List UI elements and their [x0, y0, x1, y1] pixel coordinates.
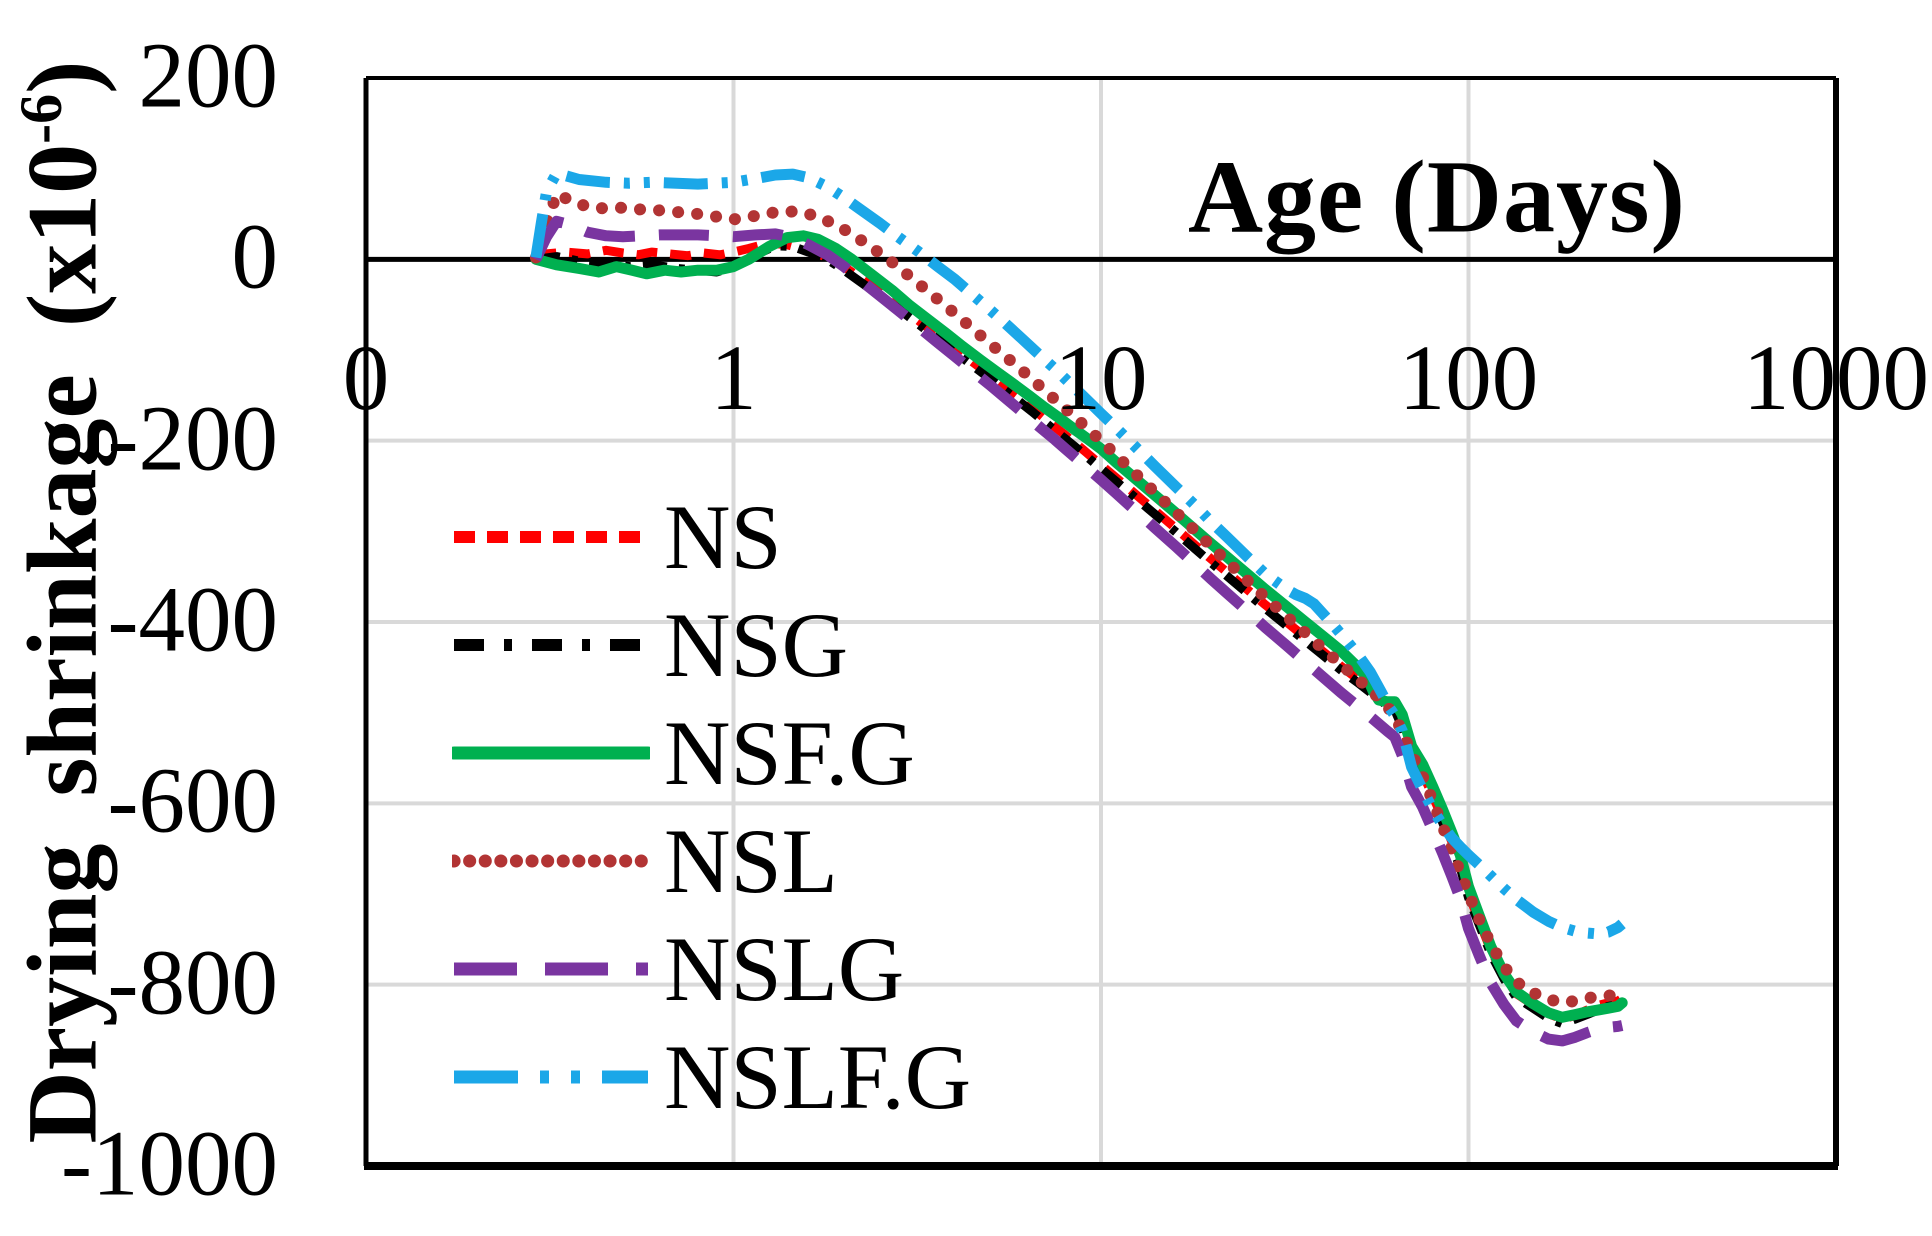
series-line-NSLF.G: [530, 167, 1626, 940]
x-tick-label: 0: [342, 327, 390, 430]
legend-label: NSL: [664, 810, 838, 912]
series-line-NSL: [529, 188, 1629, 1009]
x-axis-title: Age (Days): [1187, 139, 1687, 255]
legend-item-NSF.G: NSF.G: [452, 699, 971, 807]
y-tick-label: -200: [107, 387, 278, 491]
legend-line-sample: [454, 1070, 648, 1084]
y-tick-label: -800: [107, 931, 278, 1035]
legend-item-NSG: NSG: [452, 591, 971, 699]
legend-label: NSLG: [664, 918, 905, 1020]
y-tick-label: -1000: [61, 1112, 278, 1216]
legend-item-NSL: NSL: [452, 807, 971, 915]
x-tick-label: 1: [710, 327, 757, 430]
legend: NS NSG NSF.G NSL NSLG NSLF.G: [452, 483, 971, 1131]
legend-label: NSF.G: [664, 702, 915, 804]
legend-line-sample: [454, 962, 648, 976]
legend-line-sample: [454, 639, 648, 651]
legend-label: NS: [664, 486, 782, 588]
series-line-NSG: [535, 241, 1624, 1029]
legend-line-sample: [452, 746, 650, 760]
x-tick-label: 100: [1398, 327, 1539, 430]
legend-item-NS: NS: [452, 483, 971, 591]
y-tick-label: 200: [138, 24, 279, 128]
y-tick-label: -600: [107, 749, 278, 853]
series-line-NSLG: [530, 215, 1624, 1047]
x-tick-label: 10: [1054, 327, 1148, 430]
legend-line-sample: [454, 531, 648, 543]
x-tick-label: 1000: [1743, 327, 1929, 430]
y-tick-label: 0: [231, 205, 279, 309]
legend-label: NSLF.G: [664, 1026, 972, 1128]
legend-item-NSLG: NSLG: [452, 915, 971, 1023]
y-tick-label: -400: [107, 568, 278, 672]
legend-item-NSLF.G: NSLF.G: [452, 1023, 971, 1131]
legend-label: NSG: [664, 594, 849, 696]
legend-line-sample: [452, 854, 650, 868]
